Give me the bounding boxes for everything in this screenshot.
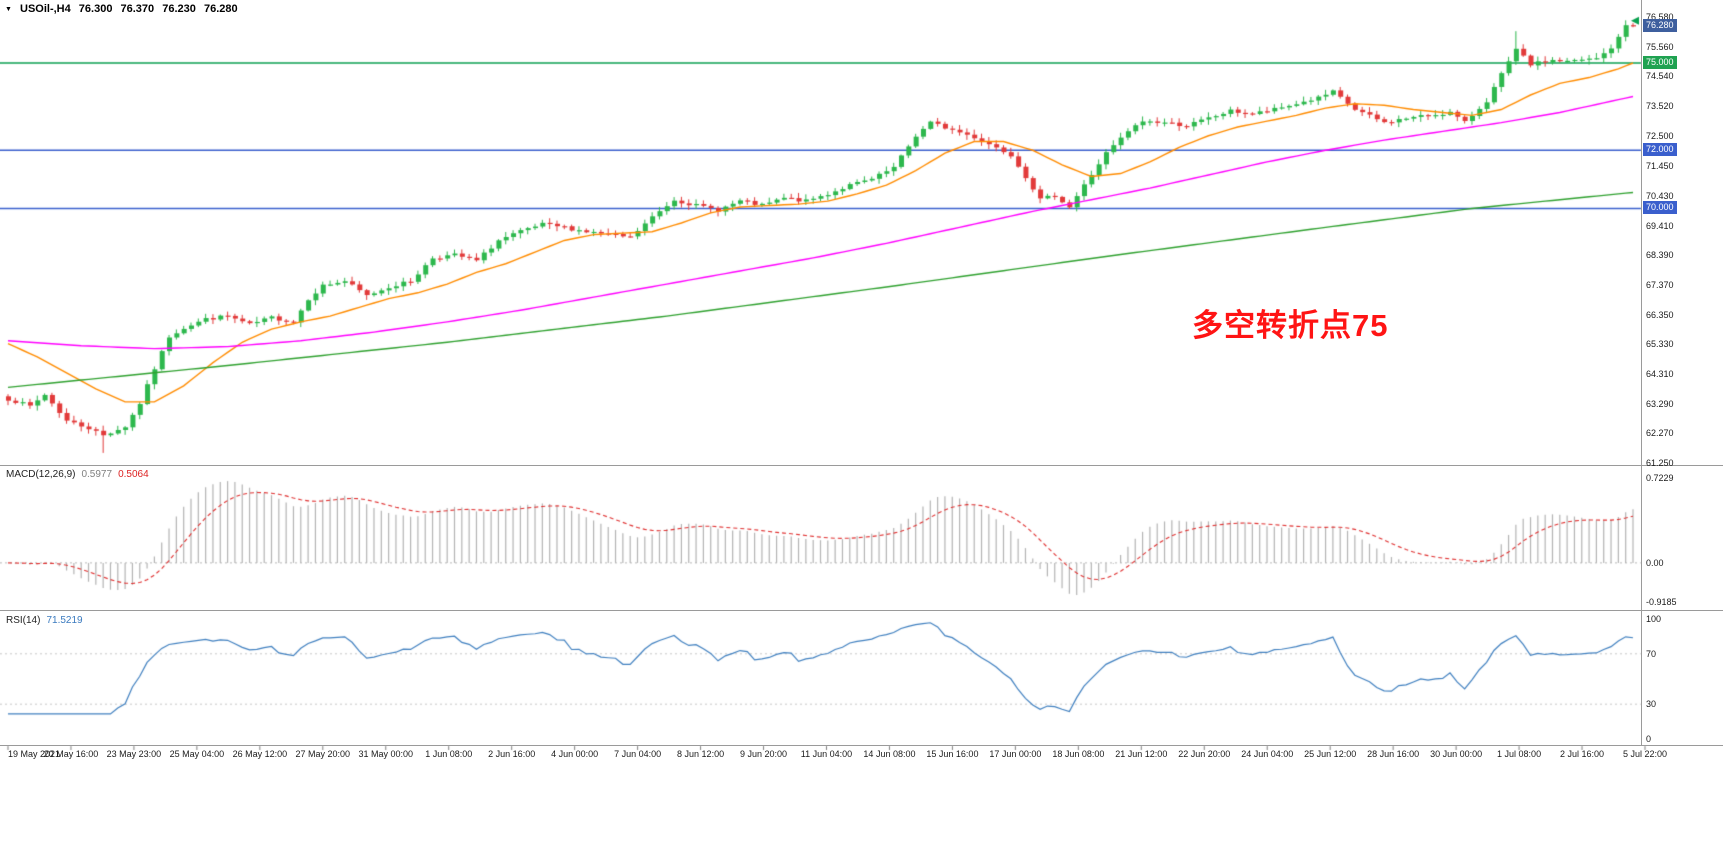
time-axis-label: 11 Jun 04:00 [800, 749, 853, 759]
macd-indicator-label: MACD(12,26,9) 0.5977 0.5064 [6, 469, 149, 480]
time-axis-label: 24 Jun 04:00 [1241, 749, 1294, 759]
price-axis-label: 69.410 [1646, 220, 1674, 231]
price-axis-label: 62.270 [1646, 428, 1674, 439]
macd-axis-label: 0.7229 [1646, 473, 1674, 483]
time-axis-label: 7 Jun 04:00 [614, 749, 662, 759]
time-axis-label: 30 Jun 00:00 [1430, 749, 1483, 759]
time-axis-label: 31 May 00:00 [358, 749, 414, 759]
price-axis-label: 67.370 [1646, 279, 1674, 290]
time-axis-label: 27 May 20:00 [295, 749, 351, 759]
macd-axis-label: 0.00 [1646, 557, 1664, 568]
price-axis-label: 75.560 [1646, 41, 1674, 52]
time-axis-label: 28 Jun 16:00 [1367, 749, 1420, 759]
rsi-axis-label: 30 [1646, 699, 1657, 710]
time-axis-label: 14 Jun 08:00 [863, 749, 916, 759]
symbol-timeframe-label: USOil-,H4 [20, 3, 71, 15]
last-price-tag: 76.280 [1643, 18, 1677, 32]
price-axis-label: 61.250 [1646, 457, 1674, 468]
price-axis-label: 64.310 [1646, 368, 1674, 379]
level-price-tag: 70.000 [1643, 201, 1677, 215]
time-axis-label: 9 Jun 20:00 [740, 749, 788, 759]
macd-name: MACD(12,26,9) [6, 469, 76, 480]
low-value: 76.230 [162, 3, 196, 15]
price-axis-label: 74.540 [1646, 71, 1674, 82]
price-axis-label: 72.500 [1646, 130, 1674, 141]
rsi-indicator-label: RSI(14) 71.5219 [6, 615, 83, 626]
time-axis-label: 20 May 16:00 [43, 749, 99, 759]
panel-separator-macd-rsi[interactable] [0, 610, 1723, 611]
chart-header: ▼ USOil-,H4 76.300 76.370 76.230 76.280 [5, 3, 243, 15]
time-axis-label: 26 May 12:00 [232, 749, 288, 759]
time-axis-label: 1 Jun 08:00 [425, 749, 473, 759]
collapse-triangle-icon[interactable]: ▼ [5, 6, 12, 13]
time-axis-label: 18 Jun 08:00 [1052, 749, 1105, 759]
time-axis-label: 2 Jul 16:00 [1560, 749, 1605, 759]
rsi-axis-label: 100 [1646, 614, 1662, 624]
price-axis-label: 73.520 [1646, 101, 1674, 112]
axis-separator [1641, 0, 1642, 745]
price-axis-label: 70.430 [1646, 190, 1674, 201]
rsi-axis-label: 0 [1646, 734, 1652, 744]
price-axis-label: 66.350 [1646, 309, 1674, 320]
time-axis-label: 8 Jun 12:00 [677, 749, 725, 759]
macd-axis-label: -0.9185 [1646, 597, 1677, 607]
time-axis-label: 19 May 2021 [8, 749, 61, 759]
close-value: 76.280 [203, 3, 238, 15]
time-axis-label: 22 Jun 20:00 [1178, 749, 1231, 759]
panel-separator-rsi-time [0, 745, 1723, 746]
level-price-tag: 75.000 [1643, 56, 1677, 69]
price-axis-label: 63.290 [1646, 398, 1674, 409]
level-price-tag: 72.000 [1643, 143, 1677, 157]
time-axis-label: 1 Jul 08:00 [1497, 749, 1542, 759]
time-axis-label: 25 Jun 12:00 [1304, 749, 1357, 759]
high-value: 76.370 [120, 3, 155, 15]
time-axis-label: 4 Jun 00:00 [551, 749, 599, 759]
macd-main-value: 0.5977 [81, 469, 113, 480]
rsi-value: 71.5219 [46, 615, 83, 626]
macd-signal-value: 0.5064 [118, 469, 149, 480]
price-annotation[interactable]: 多空转折点75 [1192, 308, 1389, 343]
time-axis-label: 21 Jun 12:00 [1115, 749, 1168, 759]
time-axis-label: 15 Jun 16:00 [926, 749, 979, 759]
price-axis-label: 65.330 [1646, 339, 1674, 350]
open-value: 76.300 [78, 3, 113, 15]
rsi-name: RSI(14) [6, 615, 41, 626]
time-axis-label: 23 May 23:00 [106, 749, 162, 759]
price-axis-label: 76.580 [1646, 12, 1674, 23]
time-axis-label: 5 Jul 22:00 [1622, 749, 1668, 759]
panel-separator-main-macd[interactable] [0, 465, 1723, 466]
rsi-axis-label: 70 [1646, 648, 1657, 659]
time-axis-label: 25 May 04:00 [169, 749, 225, 759]
time-axis-label: 2 Jun 16:00 [488, 749, 536, 759]
price-axis-label: 71.450 [1646, 161, 1674, 172]
price-axis-label: 68.390 [1646, 250, 1674, 261]
time-axis-label: 17 Jun 00:00 [989, 749, 1042, 759]
